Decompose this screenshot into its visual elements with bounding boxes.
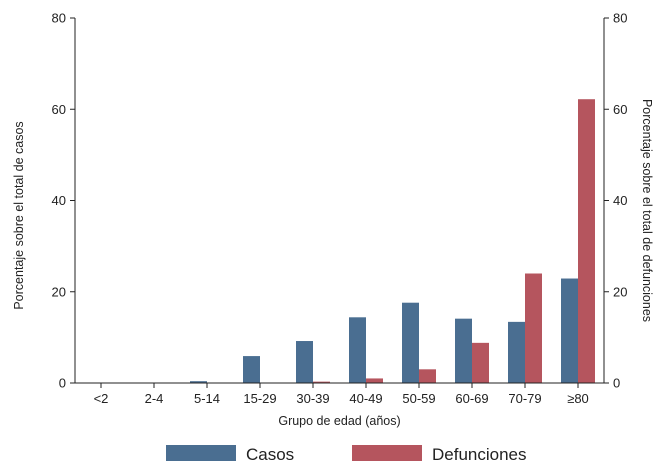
legend-swatch-casos [166, 445, 236, 461]
y-tick-label-left: 20 [52, 284, 66, 299]
y-tick-label-left: 0 [59, 376, 66, 391]
y-axis-title-right: Porcentaje sobre el total de defunciones [640, 99, 654, 322]
y-tick-label-right: 40 [613, 193, 627, 208]
y-tick-label-left: 60 [52, 102, 66, 117]
bar-defunciones [578, 99, 595, 384]
y-tick-label-left: 40 [52, 193, 66, 208]
x-axis-title: Grupo de edad (años) [278, 414, 400, 428]
y-tick-label-right: 20 [613, 284, 627, 299]
x-tick-label: 30-39 [296, 391, 329, 406]
y-axis-title-left: Porcentaje sobre el total de casos [12, 121, 26, 309]
bar-casos [243, 356, 260, 383]
legend-label-defunciones: Defunciones [432, 445, 527, 461]
bar-defunciones [472, 342, 489, 383]
x-tick-label: 70-79 [508, 391, 541, 406]
bar-casos [190, 381, 207, 383]
x-tick-label: 5-14 [194, 391, 220, 406]
y-tick-label-left: 80 [52, 11, 66, 26]
y-tick-label-right: 0 [613, 376, 620, 391]
x-tick-label: 15-29 [243, 391, 276, 406]
bars [84, 99, 595, 384]
x-tick-label: <2 [94, 391, 109, 406]
y-tick-label-right: 80 [613, 11, 627, 26]
bar-defunciones [366, 378, 383, 383]
bar-casos [296, 341, 313, 383]
bar-casos [349, 317, 366, 383]
bar-defunciones [313, 381, 330, 383]
ticks: 0 0 20 20 40 40 60 60 80 80 <2 2-4 5-14 15-29 30-39 40-… [52, 11, 628, 407]
bar-casos [402, 302, 419, 383]
x-tick-label: 50-59 [402, 391, 435, 406]
bar-casos [508, 321, 525, 383]
x-tick-label: 60-69 [455, 391, 488, 406]
legend-swatch-defunciones [352, 445, 422, 461]
legend-label-casos: Casos [246, 445, 294, 461]
x-tick-label: 40-49 [349, 391, 382, 406]
y-tick-label-right: 60 [613, 102, 627, 117]
legend: Casos Defunciones [166, 445, 527, 461]
x-tick-label: 2-4 [145, 391, 164, 406]
bar-defunciones [419, 369, 436, 383]
bar-casos [455, 318, 472, 383]
x-tick-label: ≥80 [567, 391, 589, 406]
bar-defunciones [525, 273, 542, 383]
bar-casos [561, 278, 578, 383]
